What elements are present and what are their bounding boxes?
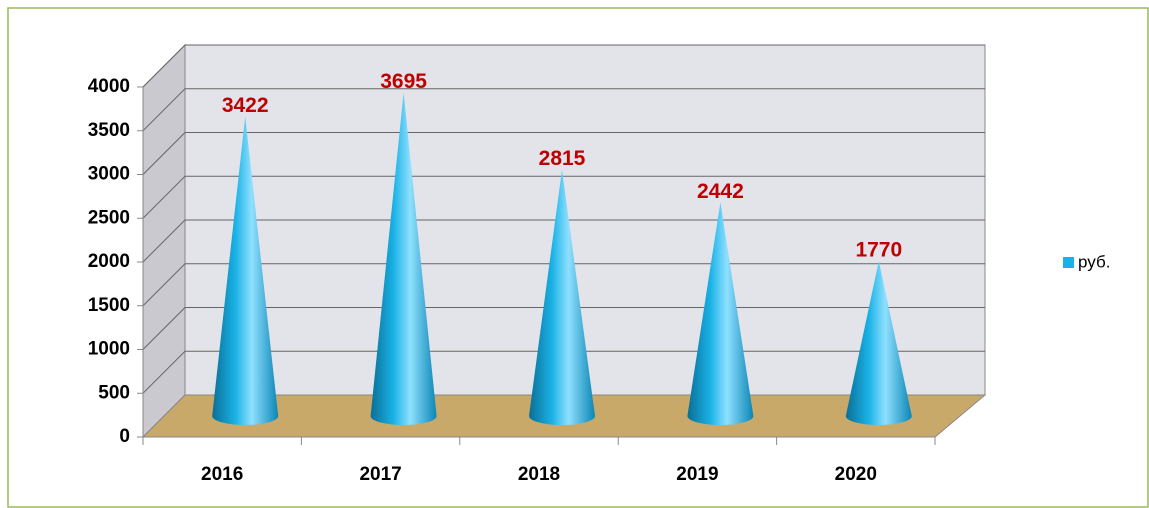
cone [845, 261, 912, 425]
y-tick-label: 2000 [88, 251, 130, 272]
y-tick-label: 500 [98, 382, 130, 403]
data-label: 3422 [222, 94, 269, 117]
x-tick-label: 2019 [676, 464, 718, 485]
data-label: 2442 [697, 180, 744, 203]
x-tick-label: 2020 [835, 464, 877, 485]
data-label: 2815 [539, 147, 586, 170]
data-label: 1770 [855, 239, 902, 262]
x-tick-label: 2017 [359, 464, 401, 485]
cone-body [212, 116, 279, 425]
cone [212, 116, 279, 425]
cone-body [687, 202, 754, 425]
y-tick-label: 3500 [88, 120, 130, 141]
legend-swatch [1063, 257, 1074, 268]
y-tick-label: 1000 [88, 339, 130, 360]
y-tick-label: 1500 [88, 295, 130, 316]
grid-line [142, 88, 985, 132]
x-tick-label: 2018 [518, 464, 560, 485]
y-tick-label: 0 [119, 426, 130, 447]
y-tick-label: 2500 [88, 207, 130, 228]
cone [687, 202, 754, 425]
cone [529, 169, 595, 425]
legend-label: руб. [1078, 252, 1110, 271]
x-tick-label: 2016 [201, 464, 243, 485]
grid-line [142, 132, 985, 175]
cone [370, 92, 437, 425]
grid-line [142, 175, 985, 219]
data-label: 3695 [380, 70, 427, 93]
y-tick-label: 4000 [88, 76, 130, 97]
y-tick-label: 3000 [88, 164, 130, 185]
cone-body [370, 92, 437, 425]
grid-line [142, 44, 985, 88]
cone-body [845, 261, 912, 425]
cone-body [529, 169, 595, 425]
